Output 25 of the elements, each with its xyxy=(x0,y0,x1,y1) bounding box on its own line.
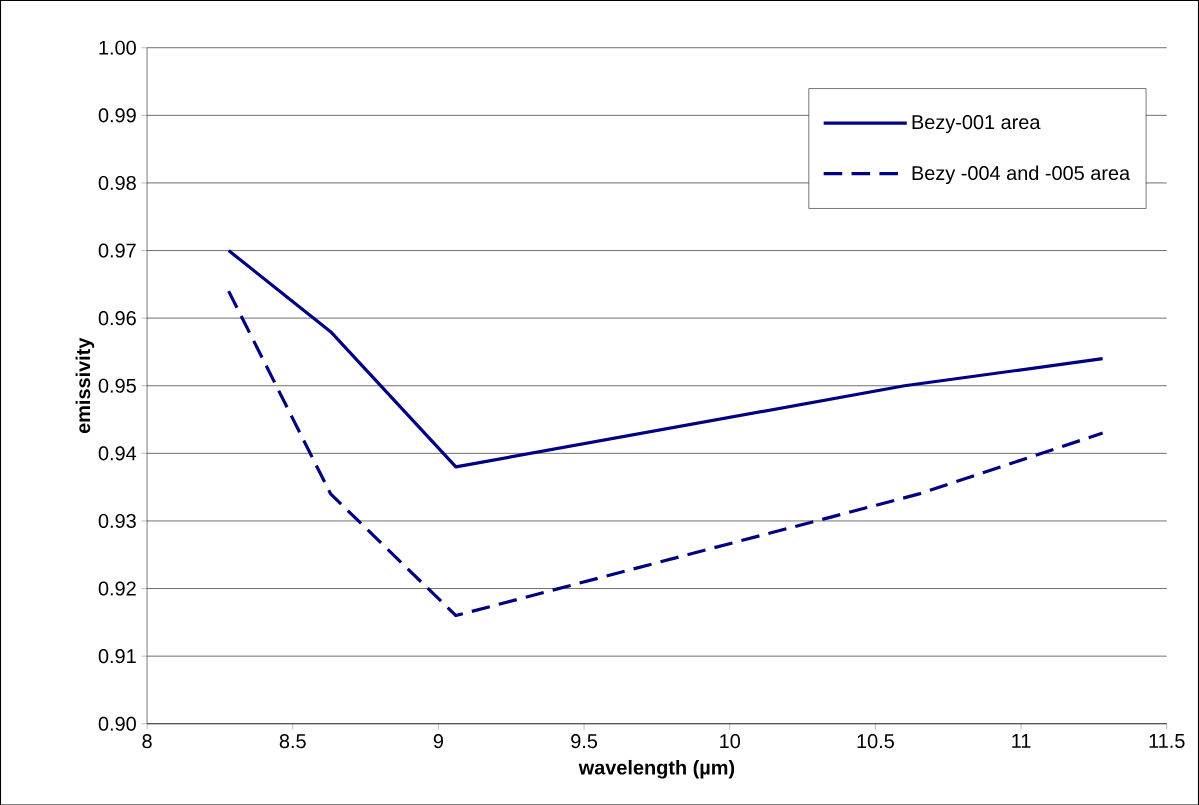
y-tick-label: 0.93 xyxy=(98,513,136,528)
y-tick-label: 0.92 xyxy=(98,581,136,596)
y-tick-label: 0.98 xyxy=(98,175,136,190)
y-tick-label: 0.99 xyxy=(98,108,136,123)
x-axis-title: wavelength (µm) xyxy=(578,759,735,779)
x-tick-label: 10.5 xyxy=(857,733,894,748)
x-tick-label: 11 xyxy=(1012,733,1031,748)
y-tick-label: 0.96 xyxy=(98,310,136,325)
legend-label: Bezy -004 and -005 area xyxy=(912,165,1131,184)
y-tick-label: 1.00 xyxy=(99,40,136,55)
line-series xyxy=(227,248,1105,469)
x-tick-label: 9 xyxy=(433,733,443,748)
line-series xyxy=(227,289,1105,617)
x-tick-label: 10 xyxy=(720,733,741,748)
y-tick-label: 0.94 xyxy=(98,446,137,461)
x-tick-label: 8 xyxy=(142,733,152,748)
y-tick-label: 0.90 xyxy=(98,716,136,731)
y-tick-label: 0.95 xyxy=(98,378,136,393)
x-tick-label: 9.5 xyxy=(571,733,598,748)
y-axis-title: emissivity xyxy=(75,337,95,433)
legend-label: Bezy-001 area xyxy=(912,114,1041,133)
y-tick-label: 0.91 xyxy=(98,648,136,663)
y-tick-label: 0.97 xyxy=(98,243,136,258)
x-tick-label: 8.5 xyxy=(279,733,306,748)
x-tick-label: 11.5 xyxy=(1149,733,1185,748)
